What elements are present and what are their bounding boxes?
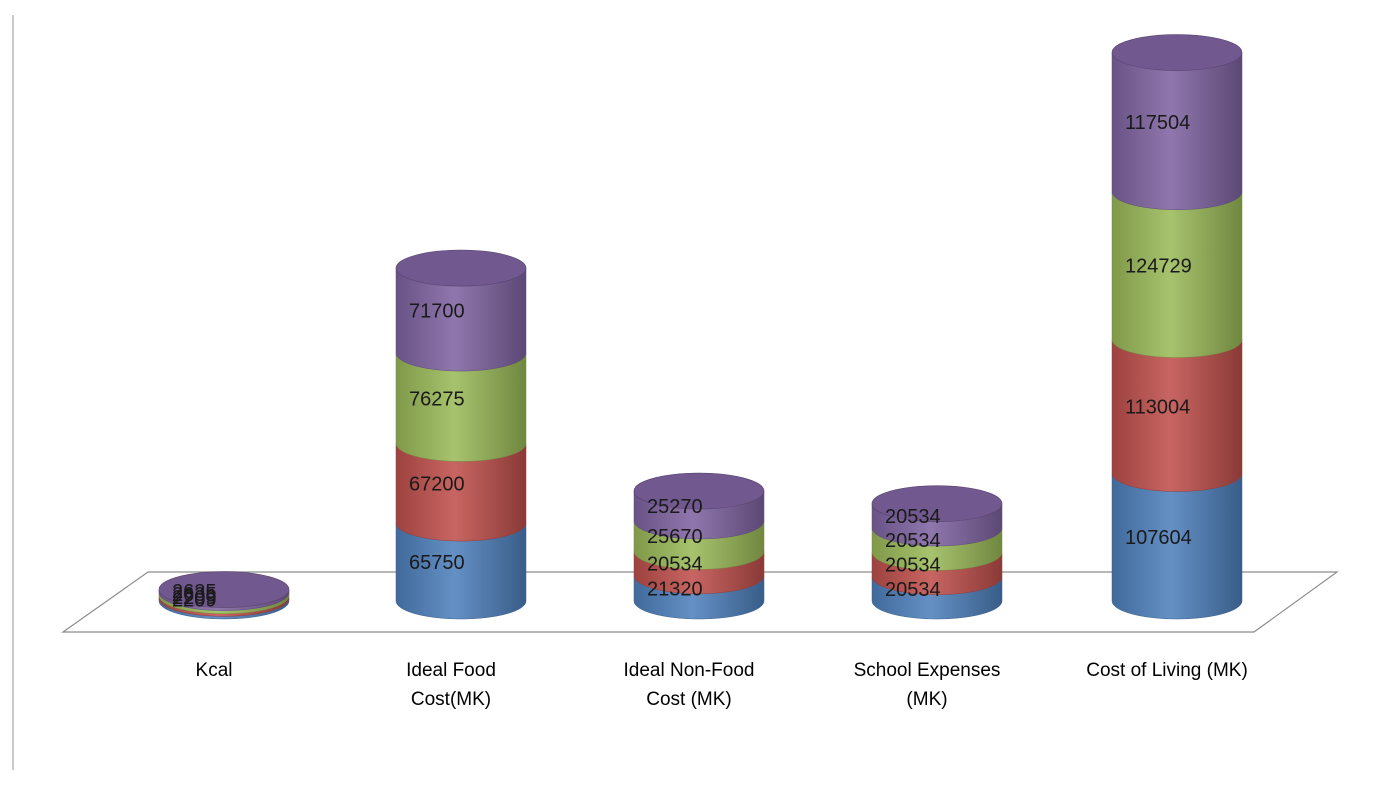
value-label: 76275 — [409, 388, 465, 410]
bar-top-cap — [158, 571, 290, 608]
value-label: 25270 — [647, 496, 703, 518]
value-label: 65750 — [409, 552, 465, 574]
bar-top-cap — [871, 485, 1003, 522]
value-label: 107604 — [1125, 527, 1192, 549]
value-label: 20534 — [885, 530, 941, 552]
x-tick-label: School Expenses — [854, 660, 1001, 681]
value-label: 2209 — [172, 587, 217, 609]
value-label: 71700 — [409, 301, 465, 323]
bar-segment — [395, 443, 527, 542]
x-tick-label: Cost (MK) — [646, 689, 732, 710]
bar-segment — [1111, 473, 1243, 620]
value-label: 25670 — [647, 526, 703, 548]
value-label: 20534 — [885, 555, 941, 577]
value-label: 2635 — [172, 581, 217, 603]
value-label: 2635 — [172, 584, 217, 606]
bar-segment — [1111, 339, 1243, 492]
value-label: 117504 — [1125, 112, 1190, 134]
x-tick-label: Ideal Non-Food — [624, 660, 755, 681]
bar-stack: 65750 67200 76275 71700 — [395, 249, 527, 620]
category-labels: Kcal Ideal Food Cost(MK) Ideal Non-Food Cost… — [196, 660, 1248, 710]
x-tick-label: Ideal Food — [406, 660, 496, 681]
value-label: 67200 — [409, 473, 465, 495]
bar-segment — [395, 267, 527, 372]
value-label: 20534 — [885, 506, 941, 528]
x-tick-label: Cost of Living (MK) — [1086, 660, 1248, 681]
value-label: 20534 — [885, 579, 941, 601]
x-tick-label: Kcal — [196, 660, 233, 681]
x-tick-label: (MK) — [906, 689, 947, 710]
bar-segment — [395, 352, 527, 462]
bar-top-cap — [395, 249, 527, 287]
bar-segment — [1111, 52, 1243, 211]
bar-top-cap — [1111, 34, 1243, 71]
bar-stack: 107604 113004 124729 117504 — [1111, 34, 1243, 620]
value-label: 21320 — [647, 578, 703, 600]
bar-segment — [395, 522, 527, 620]
bar-segment — [1111, 191, 1243, 358]
value-label: 113004 — [1125, 397, 1190, 419]
value-label: 2209 — [172, 590, 217, 612]
x-tick-label: Cost(MK) — [411, 689, 491, 710]
value-label: 124729 — [1125, 256, 1192, 278]
value-label: 20534 — [647, 554, 703, 576]
bar-top-cap — [633, 472, 765, 510]
